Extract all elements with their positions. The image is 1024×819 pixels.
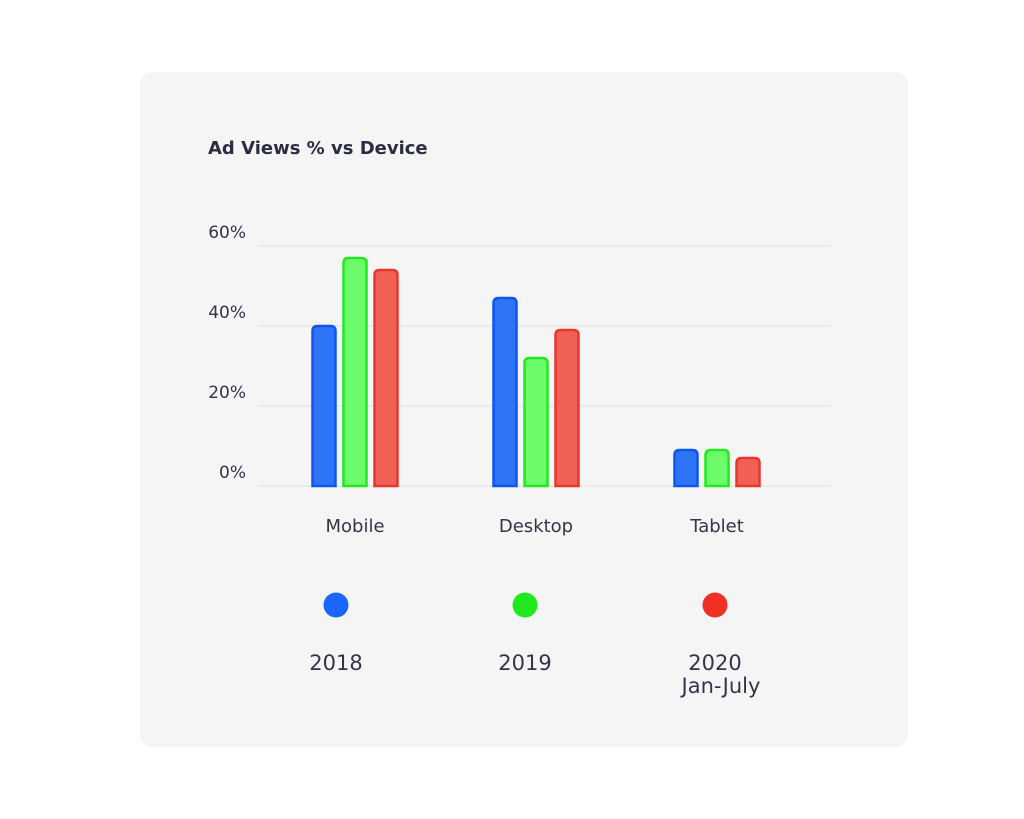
- legend-swatch: [323, 592, 349, 618]
- legend-label: Jan-July: [680, 674, 761, 698]
- x-category-label: Mobile: [325, 516, 384, 537]
- x-category-label: Tablet: [689, 516, 744, 537]
- legend-label: 2019: [498, 651, 551, 675]
- x-axis-categories: Mobile Desktop Tablet: [325, 516, 743, 537]
- y-tick-label: 20%: [208, 383, 246, 403]
- legend-label: 2018: [309, 651, 362, 675]
- legend-swatch: [512, 592, 538, 618]
- bar-tablet-2020: [735, 456, 761, 488]
- chart-title: Ad Views % vs Device: [208, 138, 428, 159]
- bar-tablet-2018: [673, 448, 699, 488]
- bar-mobile-2019: [342, 256, 368, 488]
- bar-desktop-2020: [554, 328, 580, 488]
- legend-swatch: [702, 592, 728, 618]
- bar-tablet-2019: [704, 448, 730, 488]
- y-tick-label: 60%: [208, 223, 246, 243]
- bar-mobile-2018: [311, 324, 337, 488]
- y-tick-label: 40%: [208, 303, 246, 323]
- y-tick-label: 0%: [219, 463, 246, 483]
- bar-desktop-2019: [523, 356, 549, 488]
- legend-label: 2020: [688, 651, 741, 675]
- bar-mobile-2020: [373, 268, 399, 488]
- bar-desktop-2018: [492, 296, 518, 488]
- x-category-label: Desktop: [499, 516, 573, 537]
- bars: [311, 256, 761, 488]
- y-axis-ticks: 0% 20% 40% 60%: [208, 223, 246, 483]
